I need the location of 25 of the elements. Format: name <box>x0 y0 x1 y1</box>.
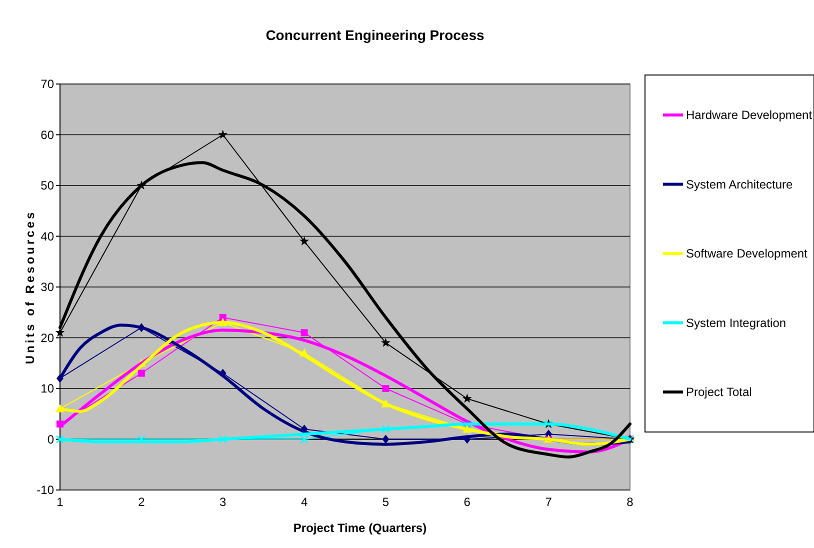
legend-label: Hardware Development <box>686 108 813 122</box>
y-tick-label: 20 <box>40 330 54 345</box>
legend-label: System Integration <box>686 316 786 330</box>
legend-label: Project Total <box>686 385 752 400</box>
y-tick-label: 60 <box>40 128 54 142</box>
y-tick-label: 30 <box>40 280 54 294</box>
y-tick-label: 40 <box>40 229 54 244</box>
y-tick-label: -10 <box>36 483 54 498</box>
x-tick-label: 3 <box>220 495 227 509</box>
y-tick-label: 0 <box>47 432 54 446</box>
chart-title: Concurrent Engineering Process <box>266 27 485 43</box>
legend-label: System Architecture <box>686 177 794 192</box>
x-tick-label: 1 <box>56 495 64 509</box>
x-axis-title: Project Time (Quarters) <box>293 521 427 535</box>
y-tick-label: 10 <box>40 382 54 396</box>
y-tick-label: 50 <box>40 178 54 193</box>
y-axis-title: Units of Resources <box>23 210 37 364</box>
x-tick-label: 7 <box>545 495 552 509</box>
x-tick-label: 5 <box>382 495 390 509</box>
x-tick-label: 8 <box>626 495 634 509</box>
y-tick-label: 70 <box>40 77 54 92</box>
x-tick-label: 4 <box>300 495 308 509</box>
x-tick-label: 6 <box>464 495 471 509</box>
x-tick-label: 2 <box>138 495 146 509</box>
legend-label: Software Development <box>686 246 808 261</box>
